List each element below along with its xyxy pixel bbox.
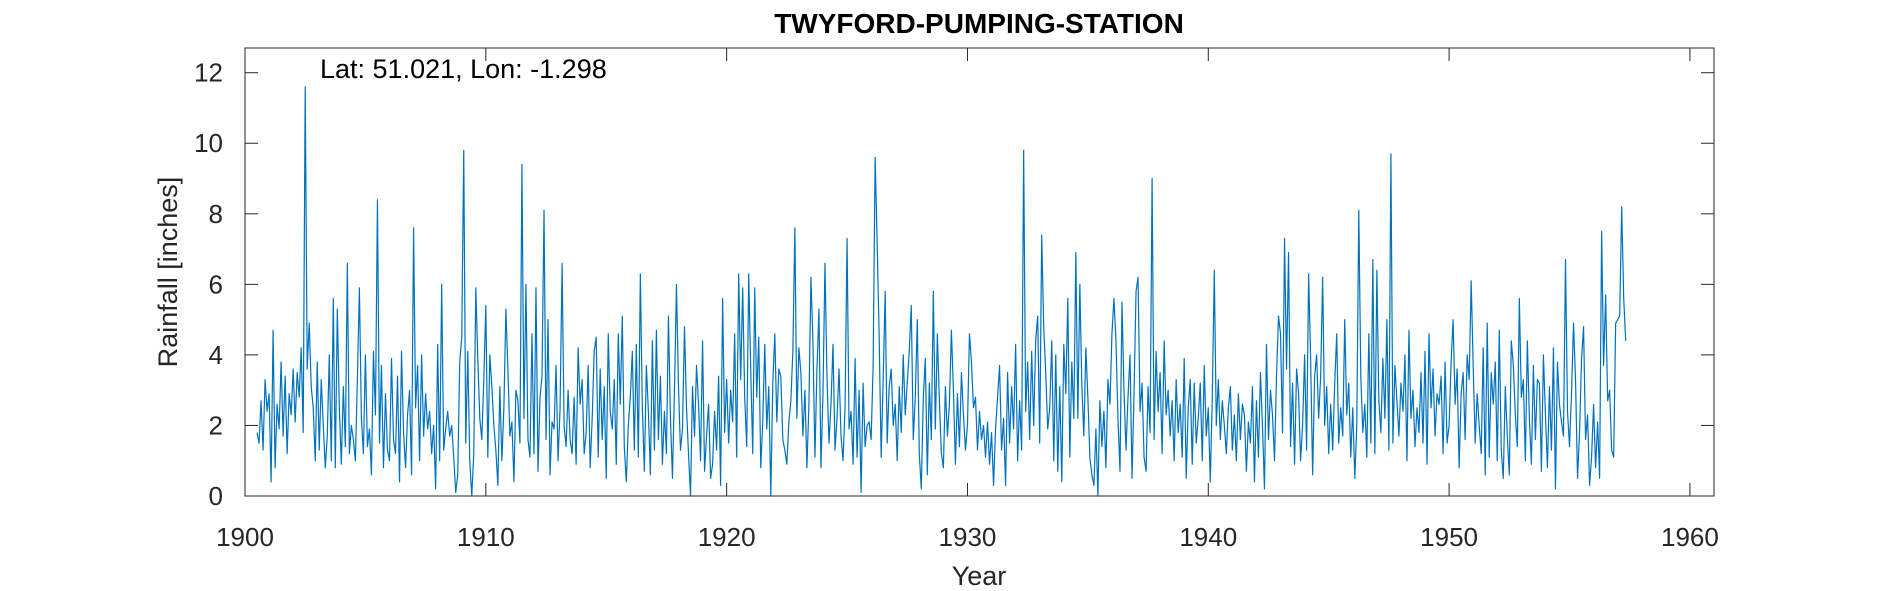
x-tick-label: 1900	[216, 522, 274, 552]
x-tick-label: 1940	[1179, 522, 1237, 552]
y-tick-label: 4	[209, 340, 223, 370]
y-tick-label: 6	[209, 269, 223, 299]
y-tick-label: 12	[194, 58, 223, 88]
chart-title: TWYFORD-PUMPING-STATION	[774, 8, 1184, 39]
rainfall-series-line	[256, 86, 1627, 497]
plot-area-frame	[244, 47, 1715, 497]
x-tick-label: 1920	[698, 522, 756, 552]
y-axis-label: Rainfall [inches]	[153, 177, 183, 368]
location-annotation: Lat: 51.021, Lon: -1.298	[320, 54, 607, 84]
y-tick-label: 8	[209, 199, 223, 229]
y-tick-label: 2	[209, 410, 223, 440]
y-tick-labels: 0 2 4 6 8 10 12	[194, 58, 223, 511]
x-tick-labels: 1900 1910 1920 1930 1940 1950 1960	[216, 522, 1719, 552]
x-tick-label: 1960	[1661, 522, 1719, 552]
x-tick-label: 1930	[939, 522, 997, 552]
y-tick-label: 0	[209, 481, 223, 511]
x-tick-label: 1950	[1420, 522, 1478, 552]
x-axis-label: Year	[952, 561, 1007, 591]
y-tick-label: 10	[194, 128, 223, 158]
x-tick-label: 1910	[457, 522, 515, 552]
